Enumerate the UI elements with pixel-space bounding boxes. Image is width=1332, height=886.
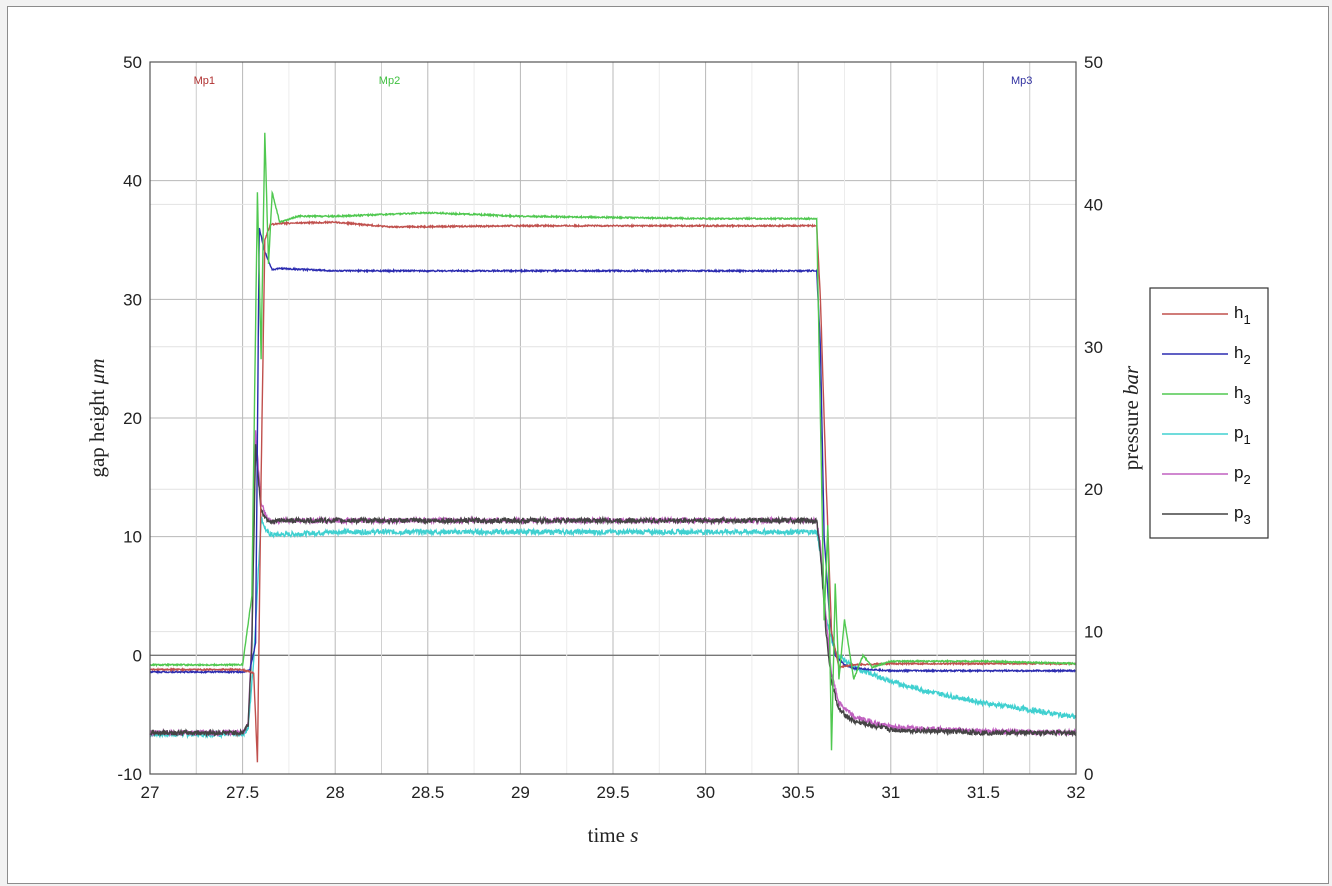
x-tick-label: 27 <box>141 783 160 802</box>
legend-box <box>1149 287 1269 539</box>
legend-entry: p2 <box>1234 463 1251 487</box>
series-line-h1 <box>149 220 1077 763</box>
y-axis-label-left: gap height μm <box>85 358 109 477</box>
y-tick-label-left: 30 <box>123 290 142 309</box>
x-tick-label: 27.5 <box>226 783 259 802</box>
series-line-h3 <box>149 132 1077 751</box>
y-axis-label-right: pressure bar <box>1119 365 1143 470</box>
y-tick-label-left: 40 <box>123 172 142 191</box>
plot-border <box>149 61 1077 775</box>
legend-entry: p1 <box>1234 423 1251 447</box>
series-line-p3 <box>149 444 1077 738</box>
series-group <box>149 132 1077 763</box>
legend-entry: h1 <box>1234 303 1251 327</box>
y-tick-label-right: 0 <box>1084 765 1093 784</box>
legend: h1 h2 h3 p1 p2 p3 <box>1149 287 1269 539</box>
legend-entry: h3 <box>1234 383 1251 407</box>
x-tick-label: 31.5 <box>967 783 1000 802</box>
x-tick-label: 31 <box>881 783 900 802</box>
x-tick-label: 29.5 <box>596 783 629 802</box>
marker-label: Mp1 <box>194 75 215 87</box>
y-tick-label-left: 0 <box>133 646 142 665</box>
x-tick-label: 30.5 <box>782 783 815 802</box>
y-tick-label-right: 20 <box>1084 480 1103 499</box>
y-tick-label-left: 50 <box>123 53 142 72</box>
x-tick-label: 29 <box>511 783 530 802</box>
tick-labels: 27 27.5 28 28.5 29 29.5 30 30.5 31 31.5 32 -10 0 10 20… <box>117 53 1103 802</box>
y-tick-label-right: 40 <box>1084 195 1103 214</box>
x-tick-label: 28 <box>326 783 345 802</box>
y-tick-label-right: 10 <box>1084 623 1103 642</box>
legend-entry: p3 <box>1234 503 1251 527</box>
x-axis-label: time s <box>588 823 639 847</box>
x-tick-label: 30 <box>696 783 715 802</box>
marker-label: Mp3 <box>1011 75 1032 87</box>
y-tick-label-left: 20 <box>123 409 142 428</box>
y-tick-label-right: 30 <box>1084 338 1103 357</box>
y-tick-label-right: 50 <box>1084 53 1103 72</box>
x-tick-label: 28.5 <box>411 783 444 802</box>
series-line-p1 <box>149 516 1077 740</box>
grid <box>149 61 1077 775</box>
series-line-h2 <box>149 227 1077 675</box>
marker-label: Mp2 <box>379 75 400 87</box>
marker-lines: Mp1 Mp2 Mp3 <box>194 62 1032 774</box>
x-tick-label: 32 <box>1067 783 1086 802</box>
legend-entry: h2 <box>1234 343 1251 367</box>
y-tick-label-left: -10 <box>117 765 142 784</box>
y-tick-label-left: 10 <box>123 528 142 547</box>
